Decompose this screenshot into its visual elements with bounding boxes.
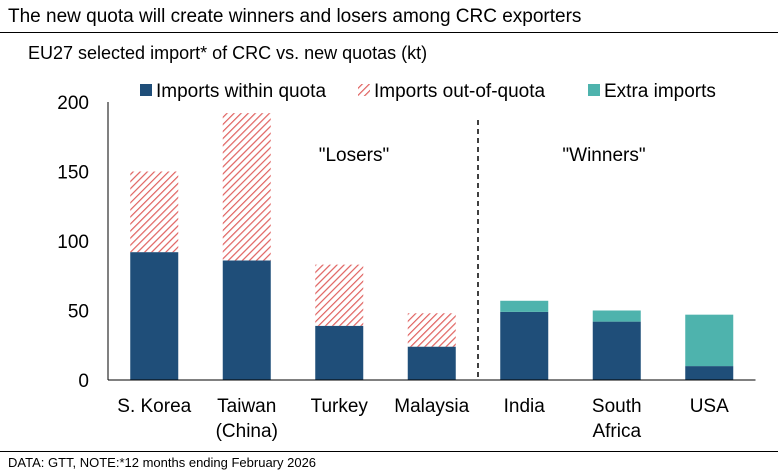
- y-tick-label: 0: [78, 371, 89, 392]
- legend-label-within: Imports within quota: [156, 81, 326, 102]
- bar-within: [500, 311, 549, 380]
- y-tick-label: 150: [57, 163, 89, 184]
- x-tick-label: S. Korea: [117, 396, 191, 417]
- bar-extra: [592, 310, 641, 322]
- legend-label-outq: Imports out-of-quota: [374, 81, 546, 102]
- footer-note: DATA: GTT, NOTE:*12 months ending Februa…: [8, 455, 317, 470]
- x-tick-label: Taiwan: [217, 396, 276, 417]
- bar-within: [592, 321, 641, 380]
- chart-svg: Imports within quota Imports out-of-quota…: [57, 81, 756, 442]
- bar-outq: [130, 171, 179, 253]
- axes: 0 50 100 150 200 S. Korea Taiwan (China) Turkey M…: [57, 93, 756, 442]
- x-tick-label: South: [592, 396, 642, 417]
- chart-title: EU27 selected import* of CRC vs. new quo…: [28, 43, 428, 63]
- legend-swatch-within: [140, 84, 152, 96]
- y-tick-label: 100: [57, 232, 89, 253]
- x-tick-label: Africa: [592, 421, 641, 442]
- bar-within: [222, 260, 271, 380]
- annotations: "Losers" "Winners": [319, 145, 646, 166]
- bar-outq: [407, 313, 456, 347]
- headline: The new quota will create winners and lo…: [8, 6, 582, 27]
- bar-outq: [315, 264, 364, 326]
- footer-rule: [0, 451, 778, 452]
- annotation-winners: "Winners": [562, 145, 645, 166]
- bar-within: [130, 252, 179, 380]
- legend-label-extra: Extra imports: [604, 81, 716, 102]
- bar-within: [407, 346, 456, 380]
- bar-outq: [222, 113, 271, 261]
- x-tick-label: Malaysia: [394, 396, 469, 417]
- legend-swatch-extra: [588, 84, 600, 96]
- x-tick-label: Turkey: [311, 396, 369, 417]
- legend: Imports within quota Imports out-of-quota…: [140, 81, 716, 102]
- x-tick-label: USA: [690, 396, 729, 417]
- bar-within: [685, 366, 734, 380]
- x-tick-label: India: [504, 396, 546, 417]
- legend-swatch-outq: [358, 84, 370, 96]
- x-tick-label: (China): [216, 421, 278, 442]
- bar-within: [315, 325, 364, 380]
- bars: [130, 113, 734, 380]
- annotation-losers: "Losers": [319, 145, 390, 166]
- bar-extra: [500, 300, 549, 312]
- y-tick-label: 200: [57, 93, 89, 114]
- y-tick-label: 50: [68, 302, 89, 323]
- headline-rule: [0, 32, 778, 33]
- bar-extra: [685, 314, 734, 367]
